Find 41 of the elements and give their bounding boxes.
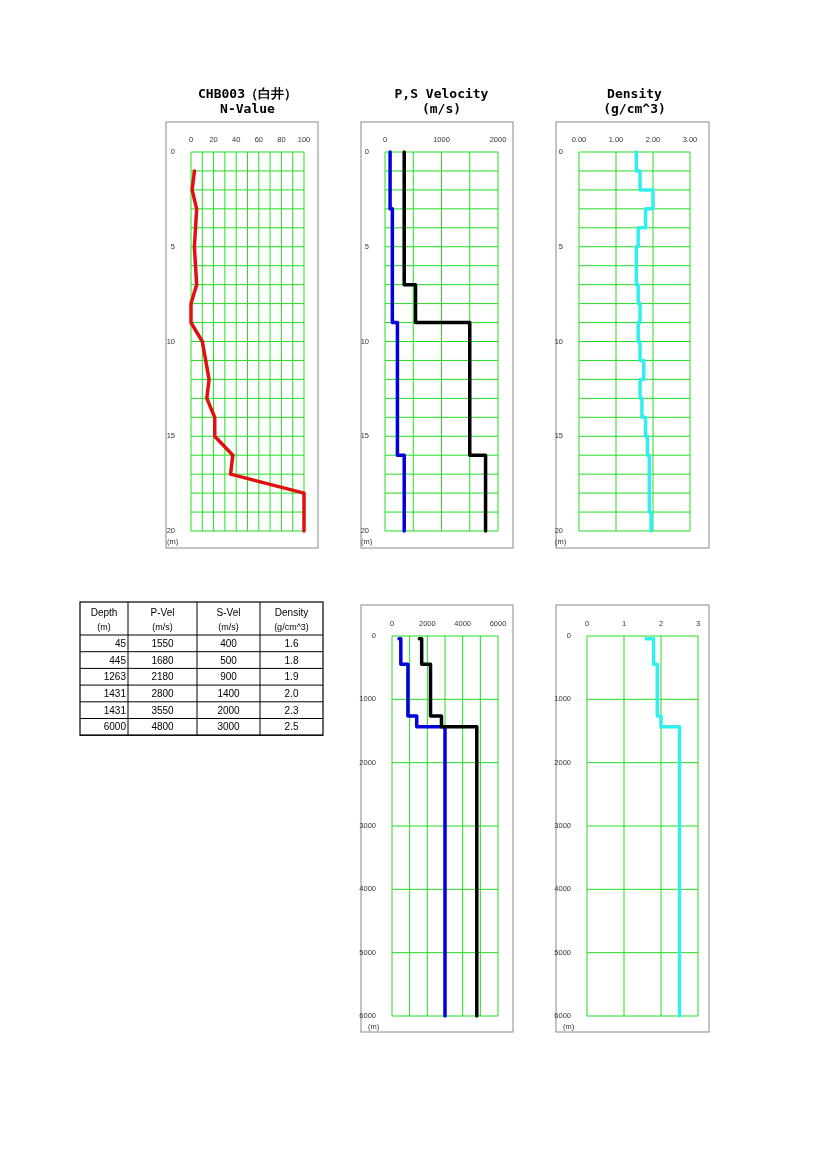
line-series <box>397 637 447 1018</box>
text: 2.0 <box>284 687 299 699</box>
text: 1680 <box>151 654 174 666</box>
text: 1400 <box>217 687 240 699</box>
category-label: P-Vel (m/s) <box>150 607 175 632</box>
text: 45 <box>114 637 126 649</box>
text: 1.8 <box>284 654 299 666</box>
line-series <box>388 150 406 533</box>
text: 445 <box>109 654 126 666</box>
text: 3550 <box>151 704 174 716</box>
chart-subtitle: N-Value <box>220 101 276 116</box>
category-label: Density (g/cm^3) <box>274 607 309 632</box>
text: 1550 <box>151 637 174 649</box>
text: 1431 <box>103 704 126 716</box>
chart-subtitle: (g/cm^3) <box>603 101 666 116</box>
text: 3000 <box>217 721 240 733</box>
text: 2.5 <box>284 721 299 733</box>
line-series <box>634 150 655 533</box>
text: 1431 <box>103 687 126 699</box>
text: 4800 <box>151 721 174 733</box>
category-label: Depth (m) <box>90 607 118 632</box>
line-series <box>189 169 306 533</box>
chart-subtitle: (m/s) <box>421 101 462 116</box>
text: 1.6 <box>284 637 299 649</box>
text: 2180 <box>151 671 174 683</box>
text: 1.9 <box>284 671 299 683</box>
text: 6000 <box>103 721 126 733</box>
text: 500 <box>220 654 237 666</box>
text: 400 <box>220 637 237 649</box>
chart-title: P,S Velocity <box>394 86 489 101</box>
line-series <box>402 150 488 533</box>
text: 2800 <box>151 687 174 699</box>
text: 900 <box>220 671 237 683</box>
text: 1263 <box>103 671 126 683</box>
chart-title: Density <box>607 86 663 101</box>
line-series <box>644 637 682 1018</box>
text: 2000 <box>217 704 240 716</box>
line-series <box>417 637 479 1018</box>
text: 2.3 <box>284 704 299 716</box>
chart-title: CHB003（白井） <box>198 86 297 101</box>
category-label: S-Vel (m/s) <box>216 607 241 632</box>
